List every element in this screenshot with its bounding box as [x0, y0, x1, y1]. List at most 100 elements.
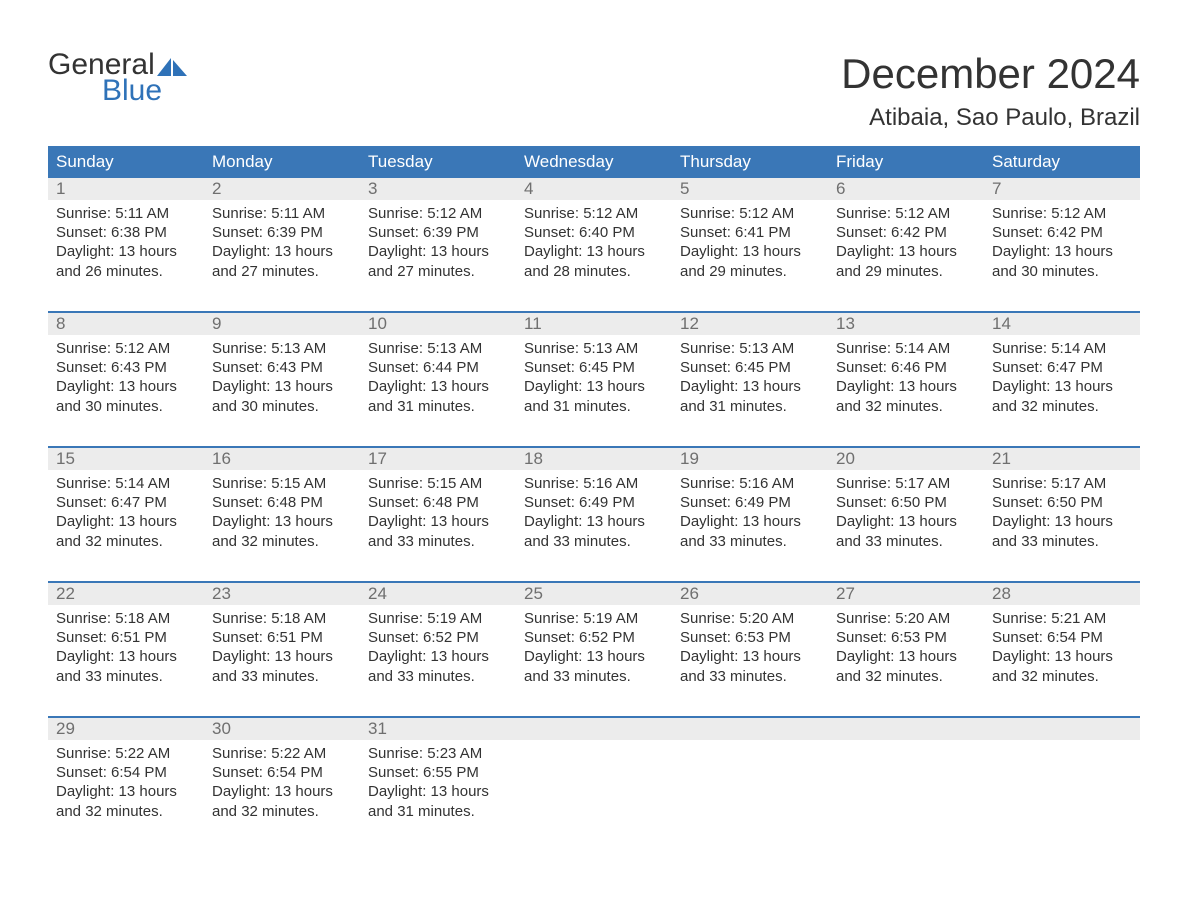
calendar-cell: 21Sunrise: 5:17 AMSunset: 6:50 PMDayligh…	[984, 448, 1140, 563]
calendar-cell: 19Sunrise: 5:16 AMSunset: 6:49 PMDayligh…	[672, 448, 828, 563]
calendar-week: 1Sunrise: 5:11 AMSunset: 6:38 PMDaylight…	[48, 178, 1140, 293]
day-number-row: 15	[48, 448, 204, 470]
day-number: 25	[516, 583, 672, 605]
day-detail-text: Sunrise: 5:22 AMSunset: 6:54 PMDaylight:…	[48, 740, 204, 821]
day-number: 15	[48, 448, 204, 470]
weekday-header: Saturday	[984, 146, 1140, 178]
day-detail-text: Sunrise: 5:13 AMSunset: 6:45 PMDaylight:…	[672, 335, 828, 416]
calendar-cell: 26Sunrise: 5:20 AMSunset: 6:53 PMDayligh…	[672, 583, 828, 698]
day-number-row: 12	[672, 313, 828, 335]
day-number-row	[516, 718, 672, 740]
day-detail-text: Sunrise: 5:21 AMSunset: 6:54 PMDaylight:…	[984, 605, 1140, 686]
day-number	[828, 718, 984, 740]
calendar-cell: 25Sunrise: 5:19 AMSunset: 6:52 PMDayligh…	[516, 583, 672, 698]
day-number: 4	[516, 178, 672, 200]
day-number: 16	[204, 448, 360, 470]
day-number-row: 28	[984, 583, 1140, 605]
day-number-row: 3	[360, 178, 516, 200]
calendar-cell: 2Sunrise: 5:11 AMSunset: 6:39 PMDaylight…	[204, 178, 360, 293]
calendar-cell: 4Sunrise: 5:12 AMSunset: 6:40 PMDaylight…	[516, 178, 672, 293]
day-detail-text: Sunrise: 5:17 AMSunset: 6:50 PMDaylight:…	[984, 470, 1140, 551]
calendar-cell: 15Sunrise: 5:14 AMSunset: 6:47 PMDayligh…	[48, 448, 204, 563]
calendar-cell: 18Sunrise: 5:16 AMSunset: 6:49 PMDayligh…	[516, 448, 672, 563]
calendar-cell: 17Sunrise: 5:15 AMSunset: 6:48 PMDayligh…	[360, 448, 516, 563]
day-number: 29	[48, 718, 204, 740]
calendar-cell: 24Sunrise: 5:19 AMSunset: 6:52 PMDayligh…	[360, 583, 516, 698]
day-number: 17	[360, 448, 516, 470]
logo: General Blue	[48, 50, 189, 106]
calendar-cell: 20Sunrise: 5:17 AMSunset: 6:50 PMDayligh…	[828, 448, 984, 563]
day-detail-text: Sunrise: 5:11 AMSunset: 6:38 PMDaylight:…	[48, 200, 204, 281]
day-number-row: 22	[48, 583, 204, 605]
day-number	[984, 718, 1140, 740]
calendar-cell: 1Sunrise: 5:11 AMSunset: 6:38 PMDaylight…	[48, 178, 204, 293]
calendar-week: 29Sunrise: 5:22 AMSunset: 6:54 PMDayligh…	[48, 716, 1140, 833]
day-number: 27	[828, 583, 984, 605]
day-number-row	[828, 718, 984, 740]
day-number: 19	[672, 448, 828, 470]
calendar-cell: 6Sunrise: 5:12 AMSunset: 6:42 PMDaylight…	[828, 178, 984, 293]
day-number: 2	[204, 178, 360, 200]
day-number-row: 16	[204, 448, 360, 470]
day-number-row: 19	[672, 448, 828, 470]
day-detail-text: Sunrise: 5:13 AMSunset: 6:45 PMDaylight:…	[516, 335, 672, 416]
calendar-cell	[828, 718, 984, 833]
day-number: 11	[516, 313, 672, 335]
day-number-row: 11	[516, 313, 672, 335]
calendar: Sunday Monday Tuesday Wednesday Thursday…	[48, 146, 1140, 833]
calendar-cell: 27Sunrise: 5:20 AMSunset: 6:53 PMDayligh…	[828, 583, 984, 698]
calendar-week: 15Sunrise: 5:14 AMSunset: 6:47 PMDayligh…	[48, 446, 1140, 563]
day-number: 5	[672, 178, 828, 200]
calendar-cell: 28Sunrise: 5:21 AMSunset: 6:54 PMDayligh…	[984, 583, 1140, 698]
calendar-cell	[672, 718, 828, 833]
calendar-cell: 5Sunrise: 5:12 AMSunset: 6:41 PMDaylight…	[672, 178, 828, 293]
calendar-cell: 10Sunrise: 5:13 AMSunset: 6:44 PMDayligh…	[360, 313, 516, 428]
day-detail-text: Sunrise: 5:19 AMSunset: 6:52 PMDaylight:…	[360, 605, 516, 686]
day-detail-text: Sunrise: 5:14 AMSunset: 6:47 PMDaylight:…	[48, 470, 204, 551]
day-number: 31	[360, 718, 516, 740]
day-number-row: 2	[204, 178, 360, 200]
header-bar: General Blue December 2024 Atibaia, Sao …	[48, 50, 1140, 132]
day-number: 21	[984, 448, 1140, 470]
day-number-row: 1	[48, 178, 204, 200]
calendar-cell: 29Sunrise: 5:22 AMSunset: 6:54 PMDayligh…	[48, 718, 204, 833]
day-detail-text: Sunrise: 5:11 AMSunset: 6:39 PMDaylight:…	[204, 200, 360, 281]
calendar-cell: 31Sunrise: 5:23 AMSunset: 6:55 PMDayligh…	[360, 718, 516, 833]
location-subtitle: Atibaia, Sao Paulo, Brazil	[841, 104, 1140, 132]
month-title: December 2024	[841, 50, 1140, 98]
calendar-cell: 13Sunrise: 5:14 AMSunset: 6:46 PMDayligh…	[828, 313, 984, 428]
day-detail-text: Sunrise: 5:12 AMSunset: 6:41 PMDaylight:…	[672, 200, 828, 281]
day-number-row: 31	[360, 718, 516, 740]
day-number	[672, 718, 828, 740]
day-number-row: 4	[516, 178, 672, 200]
day-detail-text: Sunrise: 5:19 AMSunset: 6:52 PMDaylight:…	[516, 605, 672, 686]
day-number-row: 14	[984, 313, 1140, 335]
day-number: 20	[828, 448, 984, 470]
calendar-cell	[516, 718, 672, 833]
calendar-week: 22Sunrise: 5:18 AMSunset: 6:51 PMDayligh…	[48, 581, 1140, 698]
calendar-cell: 7Sunrise: 5:12 AMSunset: 6:42 PMDaylight…	[984, 178, 1140, 293]
calendar-cell: 23Sunrise: 5:18 AMSunset: 6:51 PMDayligh…	[204, 583, 360, 698]
day-detail-text: Sunrise: 5:20 AMSunset: 6:53 PMDaylight:…	[828, 605, 984, 686]
weekday-header-row: Sunday Monday Tuesday Wednesday Thursday…	[48, 146, 1140, 178]
day-detail-text: Sunrise: 5:14 AMSunset: 6:47 PMDaylight:…	[984, 335, 1140, 416]
calendar-cell: 8Sunrise: 5:12 AMSunset: 6:43 PMDaylight…	[48, 313, 204, 428]
day-number: 22	[48, 583, 204, 605]
day-detail-text: Sunrise: 5:22 AMSunset: 6:54 PMDaylight:…	[204, 740, 360, 821]
day-detail-text: Sunrise: 5:14 AMSunset: 6:46 PMDaylight:…	[828, 335, 984, 416]
day-number-row: 30	[204, 718, 360, 740]
logo-text-blue: Blue	[102, 76, 189, 106]
day-detail-text: Sunrise: 5:12 AMSunset: 6:39 PMDaylight:…	[360, 200, 516, 281]
day-number-row: 23	[204, 583, 360, 605]
day-number-row: 5	[672, 178, 828, 200]
day-number-row	[672, 718, 828, 740]
day-number-row: 20	[828, 448, 984, 470]
day-detail-text: Sunrise: 5:12 AMSunset: 6:42 PMDaylight:…	[828, 200, 984, 281]
day-number: 26	[672, 583, 828, 605]
calendar-cell: 30Sunrise: 5:22 AMSunset: 6:54 PMDayligh…	[204, 718, 360, 833]
calendar-cell: 11Sunrise: 5:13 AMSunset: 6:45 PMDayligh…	[516, 313, 672, 428]
day-detail-text: Sunrise: 5:13 AMSunset: 6:43 PMDaylight:…	[204, 335, 360, 416]
day-number: 18	[516, 448, 672, 470]
day-number: 14	[984, 313, 1140, 335]
day-detail-text: Sunrise: 5:18 AMSunset: 6:51 PMDaylight:…	[48, 605, 204, 686]
